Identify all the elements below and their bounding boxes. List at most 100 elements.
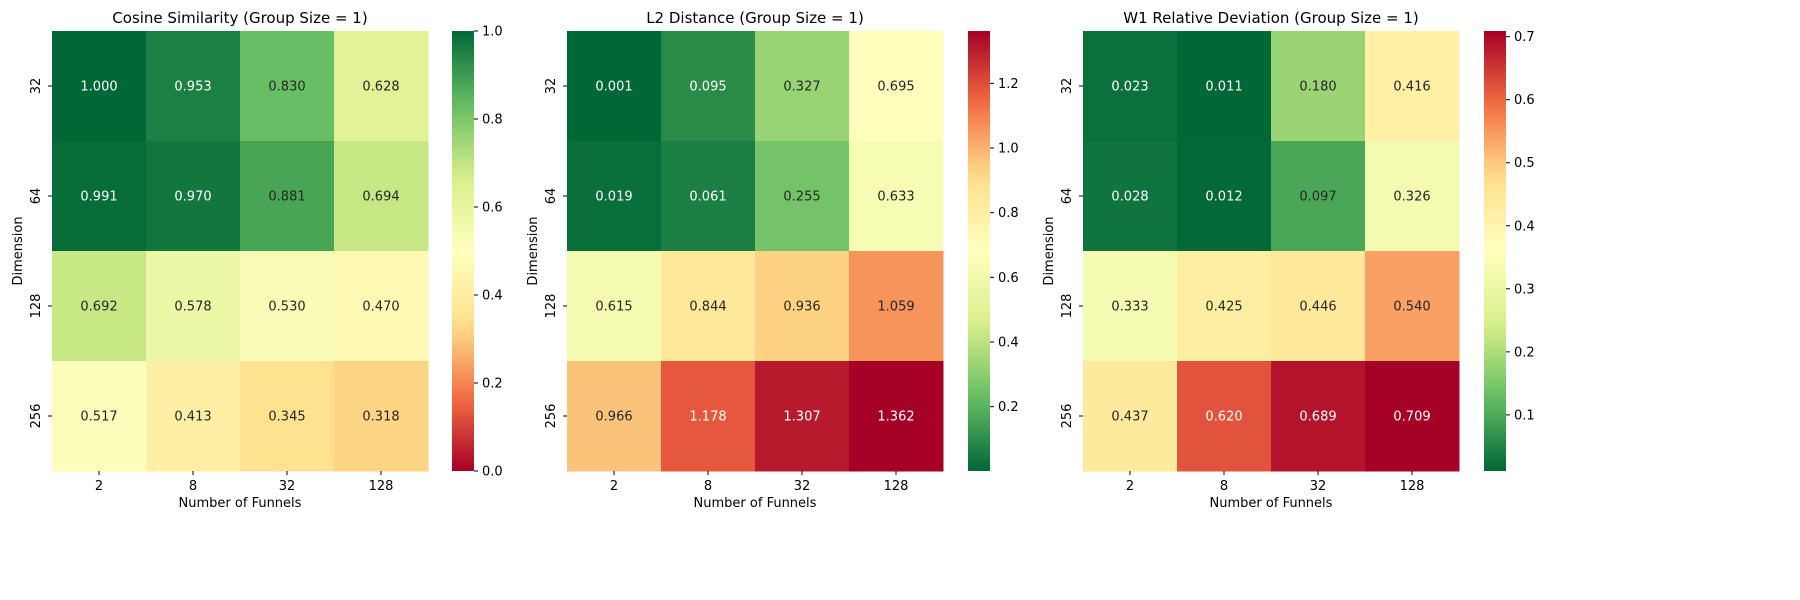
cell-value-label: 0.844 [689, 300, 726, 315]
chart-title: L2 Distance (Group Size = 1) [646, 9, 864, 27]
colorbar-tick-label: 0.2 [998, 400, 1019, 415]
cell-value-label: 0.628 [362, 80, 399, 95]
heatmap-cell [661, 141, 756, 252]
colorbar-tick-label: 0.8 [482, 113, 503, 128]
heatmap-cell [146, 141, 241, 252]
cell-value-label: 1.059 [877, 300, 914, 315]
colorbar-tick-label: 1.2 [998, 77, 1019, 92]
y-tick-label: 32 [1060, 78, 1075, 95]
cell-value-label: 0.023 [1111, 80, 1148, 95]
colorbar-tick-label: 0.5 [1514, 156, 1535, 171]
heatmap-cell [755, 361, 850, 472]
x-tick-label: 32 [794, 479, 811, 494]
heatmap-cell [1271, 141, 1366, 252]
colorbar [452, 31, 474, 471]
y-tick-label: 128 [29, 294, 44, 319]
heatmap-cell [849, 31, 944, 142]
y-tick-label: 256 [544, 404, 559, 429]
heatmap-cell [334, 251, 429, 362]
y-tick-label: 256 [29, 404, 44, 429]
colorbar-tick-label: 0.1 [1514, 408, 1535, 423]
y-tick-label: 32 [29, 78, 44, 95]
colorbar-tick-label: 1.0 [998, 142, 1019, 157]
cell-value-label: 0.966 [595, 410, 632, 425]
cell-value-label: 0.097 [1299, 190, 1336, 205]
heatmap-cell [146, 251, 241, 362]
cell-value-label: 1.000 [80, 80, 117, 95]
heatmap-cell [1365, 251, 1460, 362]
x-axis-label: Number of Funnels [694, 496, 817, 511]
cell-value-label: 0.709 [1393, 410, 1430, 425]
colorbar-tick-label: 0.0 [482, 465, 503, 480]
cell-value-label: 0.011 [1205, 80, 1242, 95]
cell-value-label: 0.095 [689, 80, 726, 95]
x-tick-label: 128 [884, 479, 909, 494]
cell-value-label: 0.689 [1299, 410, 1336, 425]
colorbar [968, 31, 990, 471]
heatmap-cell [334, 141, 429, 252]
heatmap-cell [1177, 361, 1272, 472]
cell-value-label: 0.615 [595, 300, 632, 315]
colorbar-tick-label: 0.6 [998, 271, 1019, 286]
heatmap-cell [52, 141, 147, 252]
cell-value-label: 0.416 [1393, 80, 1430, 95]
x-tick-label: 2 [1126, 479, 1134, 494]
heatmap-cell [755, 251, 850, 362]
cell-value-label: 0.413 [174, 410, 211, 425]
colorbar-tick-label: 0.4 [1514, 219, 1535, 234]
heatmap-cell [1083, 361, 1178, 472]
heatmap-cell [1083, 31, 1178, 142]
cell-value-label: 0.345 [268, 410, 305, 425]
colorbar-tick-label: 0.6 [482, 201, 503, 216]
cell-value-label: 0.012 [1205, 190, 1242, 205]
chart-title: Cosine Similarity (Group Size = 1) [112, 9, 367, 27]
cell-value-label: 0.425 [1205, 300, 1242, 315]
heatmap-cell [755, 141, 850, 252]
x-tick-label: 8 [704, 479, 712, 494]
heatmap-cell [1271, 31, 1366, 142]
heatmap-cell [567, 251, 662, 362]
heatmap-cell [567, 31, 662, 142]
cell-value-label: 0.540 [1393, 300, 1430, 315]
heatmap-cell [146, 31, 241, 142]
cell-value-label: 0.255 [783, 190, 820, 205]
heatmap-cell [334, 31, 429, 142]
heatmap-cell [567, 361, 662, 472]
y-axis-label: Dimension [526, 216, 541, 285]
colorbar [1484, 31, 1506, 471]
heatmap-cell [240, 31, 335, 142]
heatmap-cell [1083, 141, 1178, 252]
y-axis-label: Dimension [11, 216, 26, 285]
cell-value-label: 0.830 [268, 80, 305, 95]
cell-value-label: 0.695 [877, 80, 914, 95]
cell-value-label: 0.333 [1111, 300, 1148, 315]
cell-value-label: 0.970 [174, 190, 211, 205]
cell-value-label: 0.936 [783, 300, 820, 315]
y-tick-label: 64 [544, 188, 559, 205]
colorbar-tick-label: 0.2 [1514, 345, 1535, 360]
heatmap-cell [1177, 31, 1272, 142]
y-tick-label: 32 [544, 78, 559, 95]
heatmap-cell [52, 31, 147, 142]
x-tick-label: 8 [189, 479, 197, 494]
heatmap-cell [849, 251, 944, 362]
colorbar-tick-label: 0.4 [998, 336, 1019, 351]
heatmap-cell [334, 361, 429, 472]
heatmap-cell [52, 361, 147, 472]
cell-value-label: 0.446 [1299, 300, 1336, 315]
x-tick-label: 128 [1400, 479, 1425, 494]
heatmap-cell [1177, 251, 1272, 362]
heatmap-cell [849, 361, 944, 472]
heatmap-cell [661, 31, 756, 142]
heatmap-cell [240, 251, 335, 362]
x-axis-label: Number of Funnels [179, 496, 302, 511]
x-axis-label: Number of Funnels [1210, 496, 1333, 511]
cell-value-label: 0.633 [877, 190, 914, 205]
heatmap-cell [567, 141, 662, 252]
cell-value-label: 0.620 [1205, 410, 1242, 425]
cell-value-label: 0.694 [362, 190, 399, 205]
heatmap-cell [1271, 251, 1366, 362]
